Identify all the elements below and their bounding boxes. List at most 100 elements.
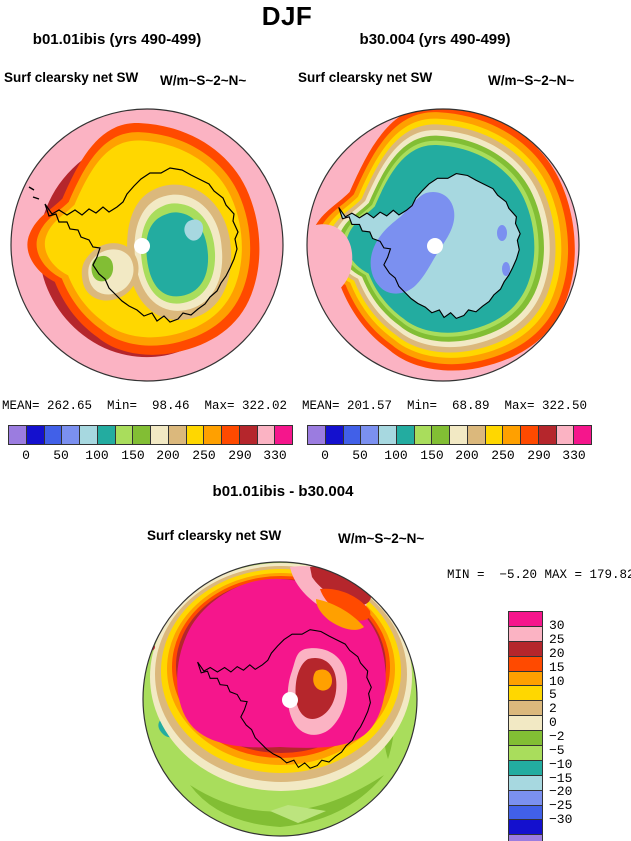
panel-right-units-label: W/m~S~2~N~ xyxy=(488,73,575,88)
pole-dot xyxy=(282,692,298,708)
colorbar-swatch xyxy=(508,804,543,821)
tick-label: −30 xyxy=(549,812,573,827)
tick-label: 0 xyxy=(321,448,329,463)
colorbar-swatch xyxy=(150,425,169,445)
colorbar-swatch xyxy=(537,425,557,445)
map-right-boundary xyxy=(306,108,580,382)
pole-dot xyxy=(427,238,443,254)
colorbar-swatch xyxy=(96,425,116,445)
tick-label: 290 xyxy=(527,448,551,463)
tick-label: 0 xyxy=(549,715,557,730)
tick-label: 50 xyxy=(53,448,69,463)
pole-dot xyxy=(134,238,150,254)
map-left-boundary xyxy=(10,108,284,382)
panel-right-title: b30.004 (yrs 490-499) xyxy=(359,31,511,48)
colorbar-swatch xyxy=(61,425,80,445)
colorbar-swatch xyxy=(555,425,575,445)
colorbar-swatch xyxy=(508,655,543,672)
map-right-panel xyxy=(306,107,582,383)
tick-label: 250 xyxy=(192,448,216,463)
map-diff-panel xyxy=(140,559,420,841)
tick-label: 330 xyxy=(562,448,586,463)
colorbar-diff-boxes xyxy=(508,611,608,841)
tick-label: −15 xyxy=(549,771,573,786)
colorbar-swatch xyxy=(132,425,151,445)
colorbar-swatch xyxy=(508,625,543,642)
tick-label: 200 xyxy=(156,448,180,463)
tick-label: 25 xyxy=(549,632,565,647)
colorbar-swatch xyxy=(431,425,450,445)
colorbar-swatch xyxy=(395,425,415,445)
colorbar-swatch xyxy=(508,700,543,717)
colorbar-swatch xyxy=(221,425,240,445)
colorbar-diff: 30 25 20 15 10 5 2 0 −2 −5 −10 −15 −20 −… xyxy=(508,611,608,841)
tick-label: −20 xyxy=(549,784,573,799)
colorbar-left-boxes xyxy=(8,425,293,445)
tick-label: 290 xyxy=(228,448,252,463)
colorbar-swatch xyxy=(508,834,543,841)
colorbar-swatch xyxy=(114,425,134,445)
colorbar-swatch xyxy=(508,640,543,657)
panel-diff-minmax: MIN = −5.20 MAX = 179.82 xyxy=(447,568,631,582)
colorbar-right: 0 50 100 150 200 250 290 330 xyxy=(307,425,592,467)
tick-label: 330 xyxy=(263,448,287,463)
colorbar-swatch xyxy=(307,425,326,445)
tick-label: 5 xyxy=(549,687,557,702)
page-title: DJF xyxy=(261,1,313,31)
colorbar-left-ticks: 0 50 100 150 200 250 290 330 xyxy=(8,448,293,464)
map-left-plot xyxy=(10,108,284,382)
panel-diff-field-label: Surf clearsky net SW xyxy=(147,528,282,543)
colorbar-swatch xyxy=(508,730,543,747)
colorbar-left: 0 50 100 150 200 250 290 330 xyxy=(8,425,293,467)
map-left-panel xyxy=(9,107,285,383)
map-diff-plot xyxy=(142,561,418,837)
colorbar-right-boxes xyxy=(307,425,592,445)
panel-left-units-label: W/m~S~2~N~ xyxy=(160,73,247,88)
map-diff-contours xyxy=(143,562,417,836)
map-left-contours xyxy=(11,109,283,381)
tick-label: 200 xyxy=(455,448,479,463)
colorbar-swatch xyxy=(167,425,187,445)
tick-label: −25 xyxy=(549,798,573,813)
colorbar-swatch xyxy=(484,425,504,445)
panel-left-stats: MEAN= 262.65 Min= 98.46 Max= 322.02 xyxy=(2,399,288,413)
panel-left-title: b01.01ibis (yrs 490-499) xyxy=(32,31,202,48)
tick-label: −2 xyxy=(549,729,565,744)
colorbar-swatch xyxy=(238,425,258,445)
colorbar-swatch xyxy=(256,425,276,445)
island-marks xyxy=(28,186,40,200)
colorbar-swatch xyxy=(508,819,543,836)
panel-right-stats: MEAN= 201.57 Min= 68.89 Max= 322.50 xyxy=(302,399,588,413)
colorbar-swatch xyxy=(413,425,433,445)
tick-label: 20 xyxy=(549,646,565,661)
colorbar-swatch xyxy=(520,425,539,445)
colorbar-swatch xyxy=(79,425,98,445)
tick-label: 150 xyxy=(420,448,444,463)
colorbar-swatch xyxy=(508,670,543,687)
colorbar-swatch xyxy=(360,425,379,445)
tick-label: 30 xyxy=(549,618,565,633)
tick-label: 100 xyxy=(85,448,109,463)
colorbar-swatch xyxy=(324,425,344,445)
colorbar-swatch xyxy=(274,425,293,445)
colorbar-swatch xyxy=(466,425,486,445)
map-diff-boundary xyxy=(142,561,418,837)
tick-label: 0 xyxy=(22,448,30,463)
panel-diff-units-label: W/m~S~2~N~ xyxy=(338,531,425,546)
colorbar-swatch xyxy=(573,425,592,445)
tick-label: −10 xyxy=(549,757,573,772)
tick-label: 150 xyxy=(121,448,145,463)
colorbar-swatch xyxy=(449,425,468,445)
panel-diff-title: b01.01ibis - b30.004 xyxy=(212,483,354,500)
colorbar-right-ticks: 0 50 100 150 200 250 290 330 xyxy=(307,448,592,464)
tick-label: 100 xyxy=(384,448,408,463)
colorbar-swatch xyxy=(508,745,543,761)
colorbar-swatch xyxy=(185,425,205,445)
colorbar-swatch xyxy=(43,425,63,445)
colorbar-swatch xyxy=(508,715,543,732)
colorbar-swatch xyxy=(8,425,27,445)
colorbar-swatch xyxy=(25,425,45,445)
coastline xyxy=(28,167,239,323)
panel-right-field-label: Surf clearsky net SW xyxy=(298,70,433,85)
